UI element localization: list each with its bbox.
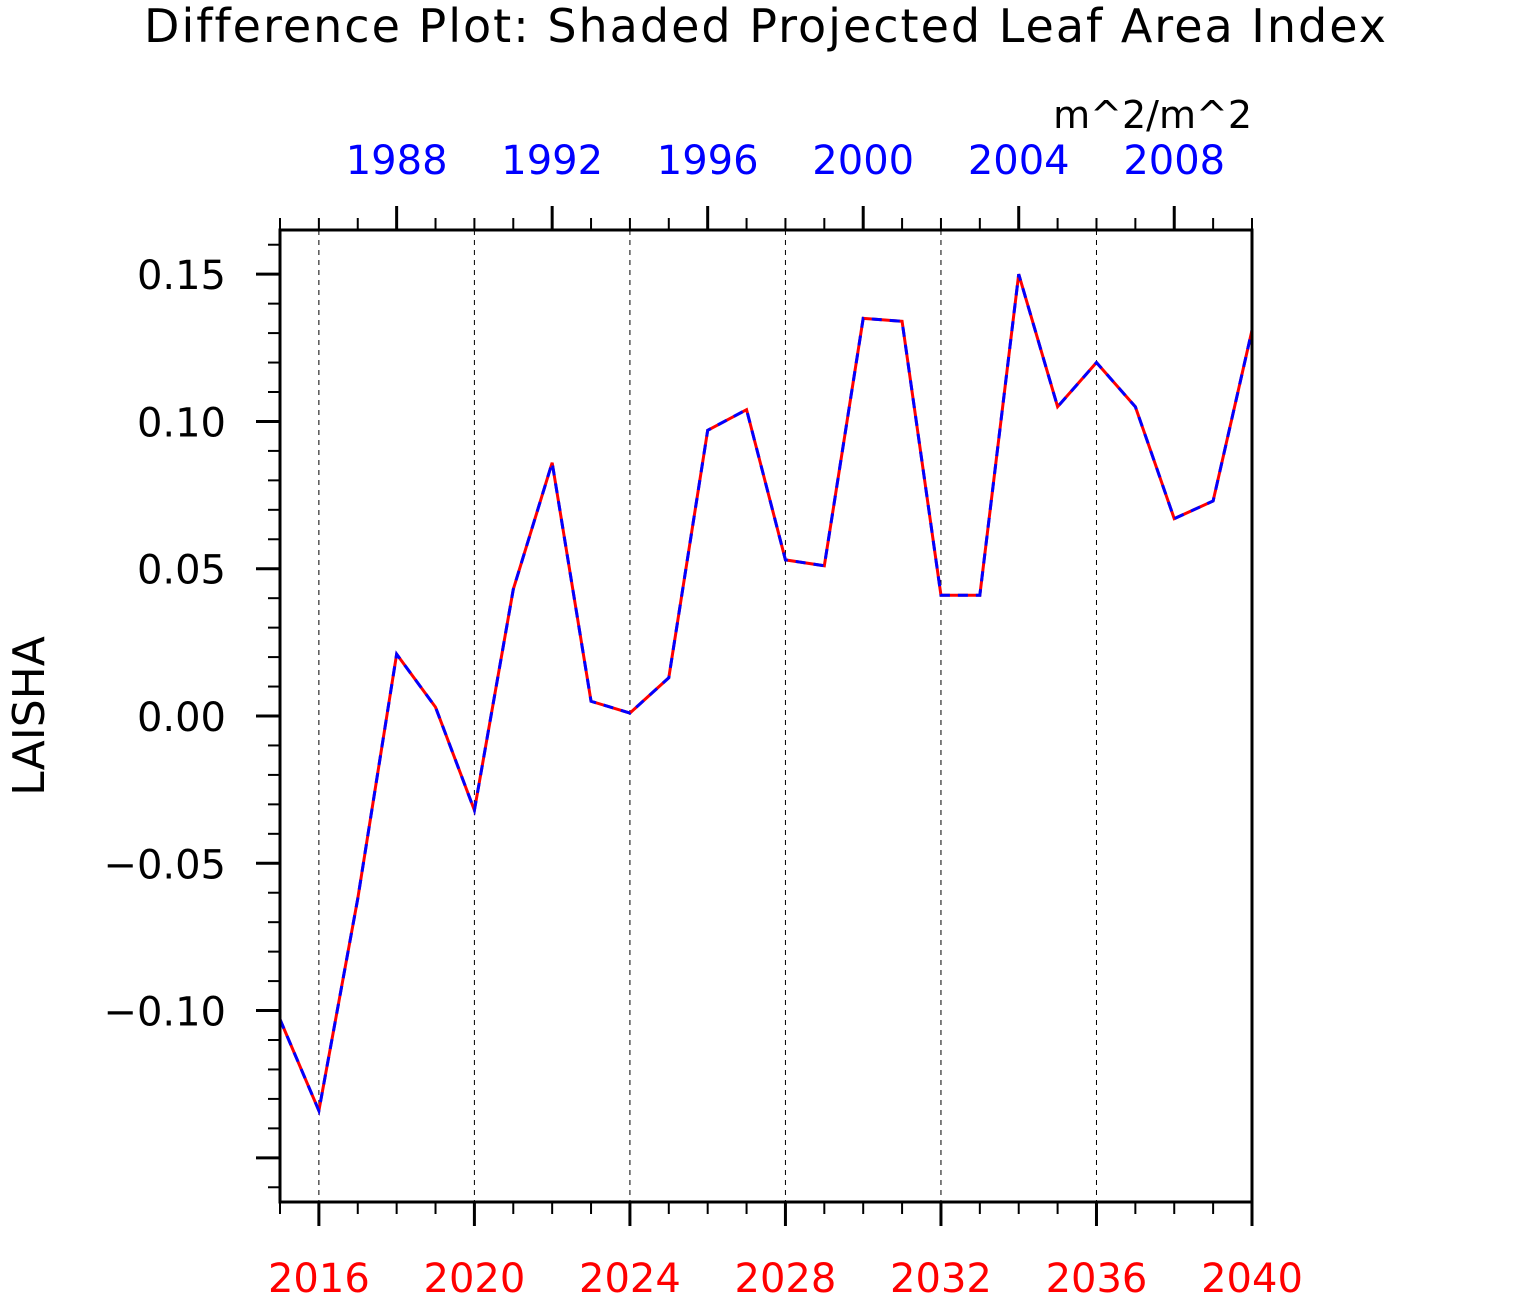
series-line-red-solid bbox=[278, 273, 1254, 1116]
top-x-tick-label: 2000 bbox=[812, 138, 914, 184]
y-tick-label: −0.10 bbox=[103, 990, 226, 1036]
bottom-x-tick-label: 2020 bbox=[424, 1256, 526, 1293]
bottom-x-tick-label: 2028 bbox=[735, 1256, 837, 1293]
bottom-x-tick-label: 2032 bbox=[890, 1256, 992, 1293]
bottom-x-tick-label: 2040 bbox=[1201, 1256, 1303, 1293]
top-x-tick-label: 1988 bbox=[346, 138, 448, 184]
vertical-grid-lines bbox=[318, 230, 1097, 1202]
top-x-tick-label: 2008 bbox=[1123, 138, 1225, 184]
y-tick-label: 0.00 bbox=[137, 695, 226, 741]
y-tick-label: 0.15 bbox=[137, 253, 226, 299]
top-x-tick-label: 1996 bbox=[657, 138, 759, 184]
top-x-tick-label: 2004 bbox=[968, 138, 1070, 184]
units-label: m^2/m^2 bbox=[1053, 93, 1252, 137]
plot-frame bbox=[278, 228, 1254, 1204]
top-x-tick-label: 1992 bbox=[501, 138, 603, 184]
bottom-x-tick-label: 2016 bbox=[268, 1256, 370, 1293]
tick-labels: −0.10 −0.05 0.00 0.05 0.10 0.15 2016 2020 2024 20… bbox=[103, 138, 1302, 1293]
series-line-blue-dashed bbox=[278, 273, 1254, 1116]
axis-ticks bbox=[256, 206, 1254, 1226]
y-tick-label: −0.05 bbox=[103, 842, 226, 888]
bottom-x-tick-label: 2036 bbox=[1046, 1256, 1148, 1293]
y-tick-label: 0.05 bbox=[137, 548, 226, 594]
y-axis-label: LAISHA bbox=[4, 636, 55, 796]
chart-title: Difference Plot: Shaded Projected Leaf A… bbox=[144, 0, 1388, 53]
y-tick-label: 0.10 bbox=[137, 400, 226, 446]
data-series bbox=[278, 273, 1254, 1116]
bottom-x-tick-label: 2024 bbox=[579, 1256, 681, 1293]
